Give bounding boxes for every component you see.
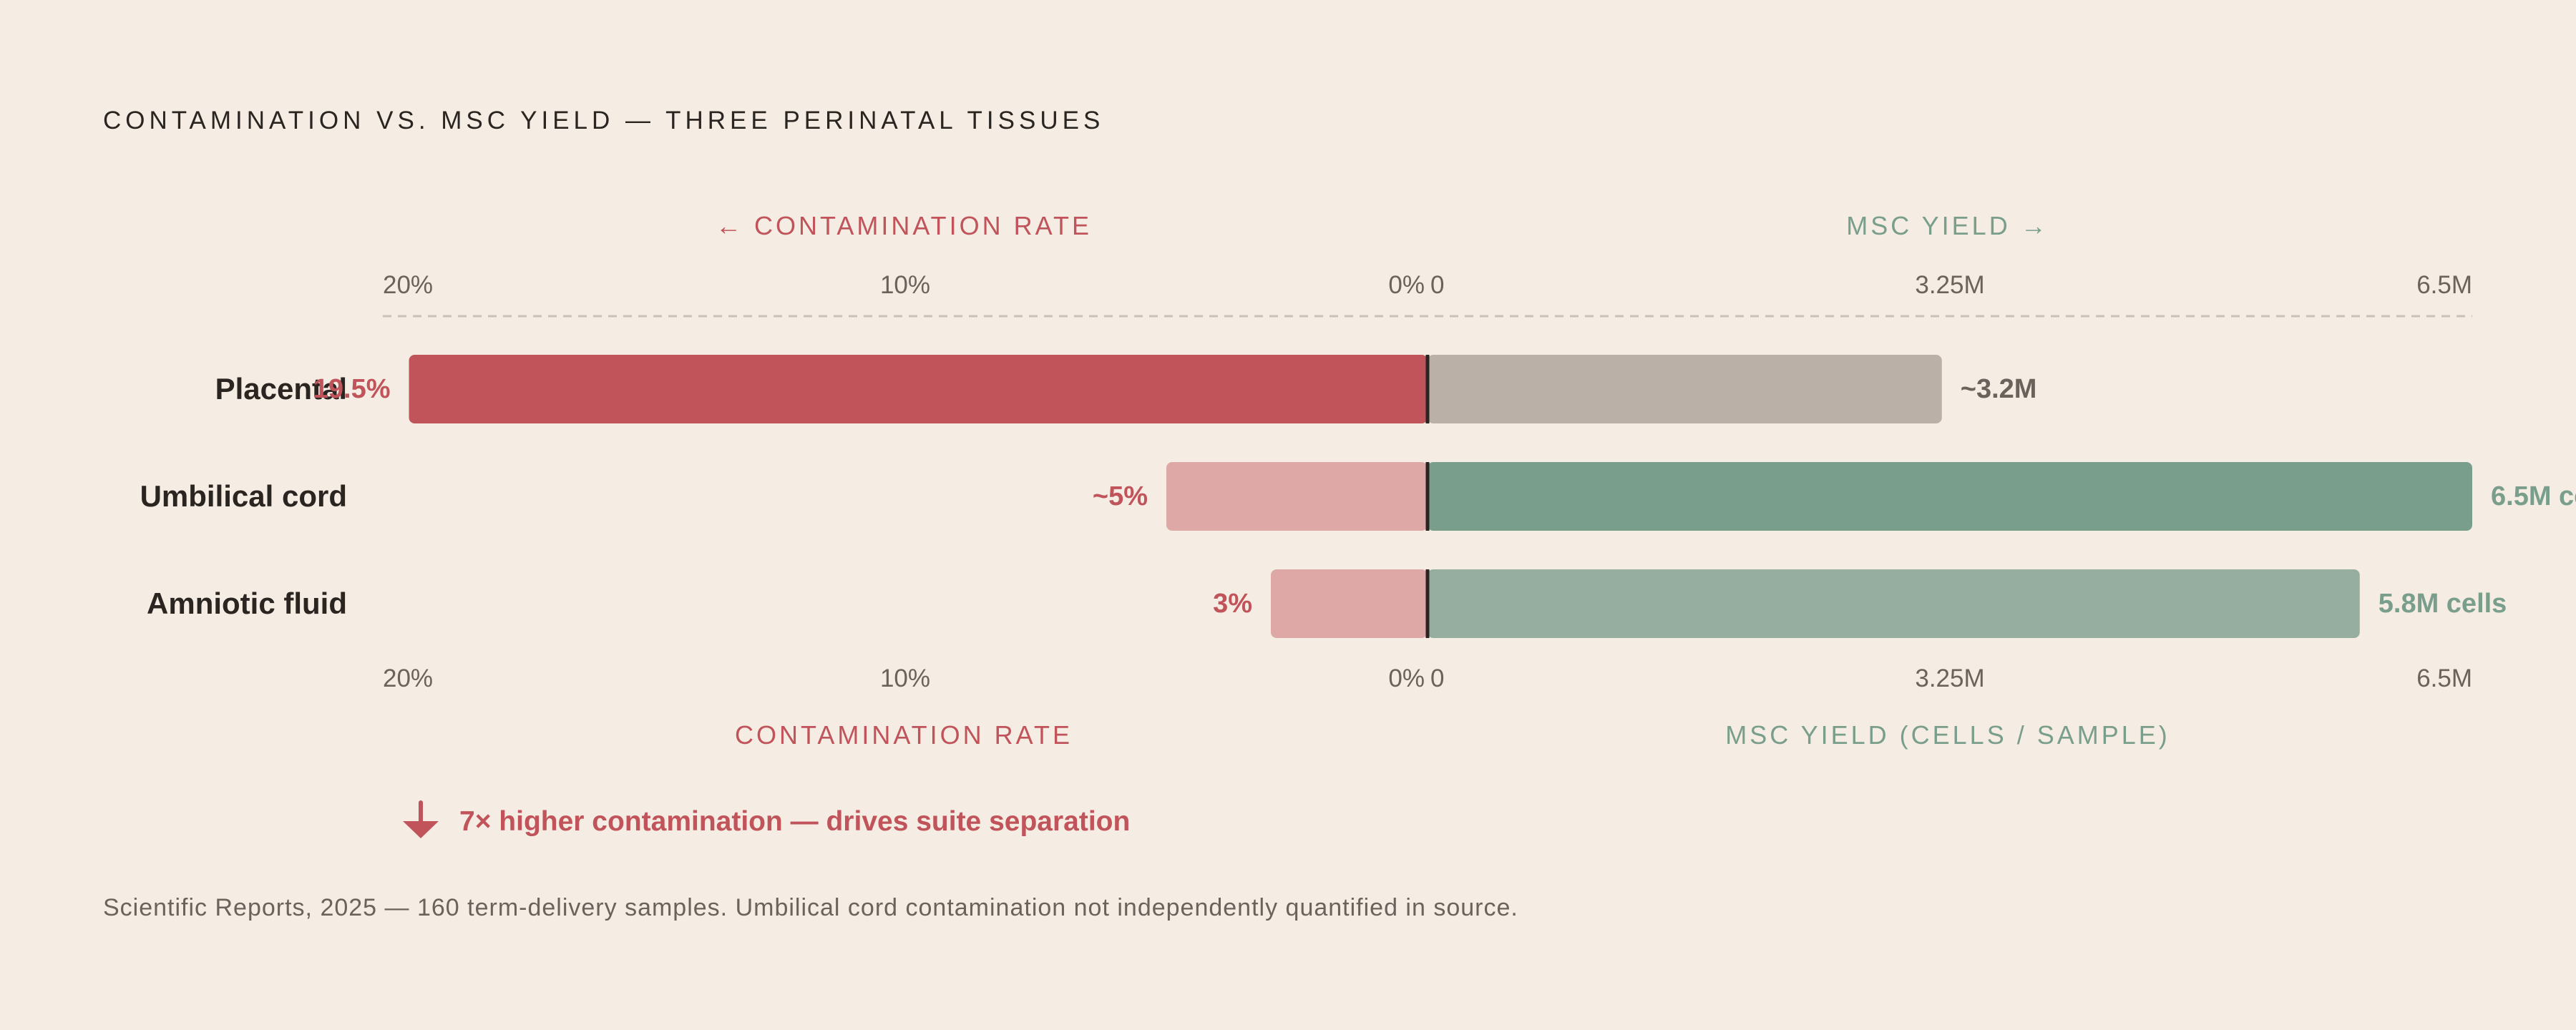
bottom-right-tick-1: 3.25M — [1915, 664, 1984, 692]
contamination-value-1: ~5% — [1093, 481, 1148, 511]
contamination-bar-0 — [409, 355, 1428, 423]
right-axis-header: MSC YIELD → — [1846, 211, 2049, 240]
top-right-tick-0: 0 — [1430, 271, 1444, 299]
bottom-right-tick-2: 6.5M — [2416, 664, 2472, 692]
bottom-left-tick-0: 20% — [383, 664, 433, 692]
callout-annotation: 7× higher contamination — drives suite s… — [459, 806, 1130, 837]
top-left-tick-2: 0% — [1388, 271, 1425, 299]
top-left-tick-0: 20% — [383, 271, 433, 299]
contamination-bar-2 — [1271, 569, 1428, 638]
top-tick-labels: 20% 10% 0% 0 3.25M 6.5M — [383, 271, 2472, 299]
yield-bar-2 — [1428, 569, 2360, 638]
top-left-tick-1: 10% — [880, 271, 930, 299]
yield-value-1: 6.5M cells — [2491, 481, 2576, 511]
bottom-left-tick-2: 0% — [1388, 664, 1425, 692]
down-arrow-icon — [403, 800, 439, 838]
contamination-bar-1 — [1166, 462, 1428, 531]
top-right-tick-2: 6.5M — [2416, 271, 2472, 299]
left-axis-label: CONTAMINATION RATE — [735, 720, 1073, 750]
contamination-value-0: 19.5% — [313, 374, 391, 404]
contamination-value-2: 3% — [1213, 589, 1252, 619]
yield-value-2: 5.8M cells — [2379, 589, 2507, 619]
bottom-left-tick-1: 10% — [880, 664, 930, 692]
right-axis-label: MSC YIELD (CELLS / SAMPLE) — [1725, 720, 2170, 750]
left-axis-header: ← CONTAMINATION RATE — [716, 211, 1092, 240]
category-label-0: Placental — [215, 372, 347, 406]
chart-title: CONTAMINATION VS. MSC YIELD — THREE PERI… — [103, 107, 1104, 134]
bottom-right-tick-0: 0 — [1430, 664, 1444, 692]
yield-bar-0 — [1428, 355, 1942, 423]
category-label-2: Amniotic fluid — [147, 587, 347, 620]
yield-bar-1 — [1428, 462, 2472, 531]
yield-value-0: ~3.2M — [1961, 374, 2037, 404]
footnote: Scientific Reports, 2025 — 160 term-deli… — [103, 894, 1518, 921]
bottom-tick-labels: 20% 10% 0% 0 3.25M 6.5M — [383, 664, 2472, 692]
top-right-tick-1: 3.25M — [1915, 271, 1984, 299]
category-label-1: Umbilical cord — [140, 479, 347, 513]
